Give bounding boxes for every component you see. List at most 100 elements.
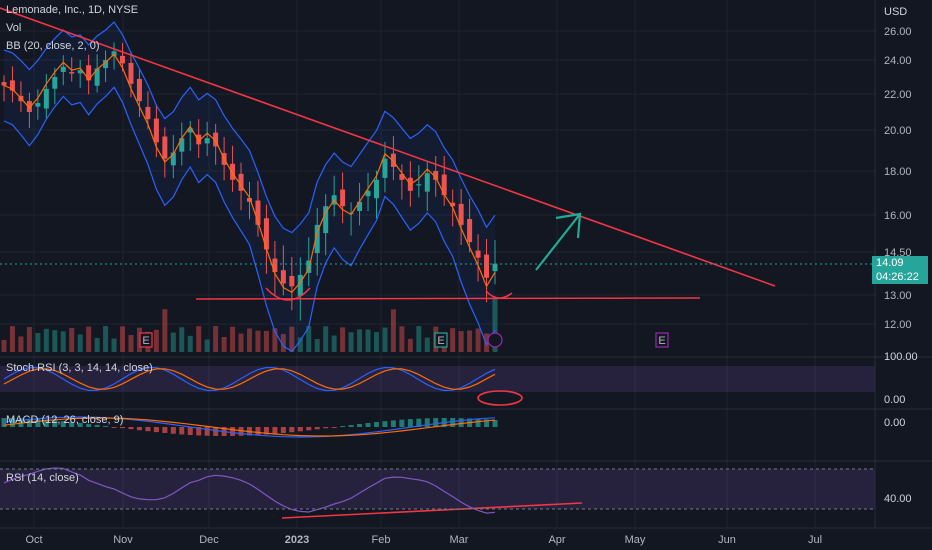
volume-bar — [390, 309, 396, 352]
time-tick: 2023 — [285, 534, 309, 546]
macd-histogram-bar — [357, 423, 363, 427]
time-tick: Jul — [808, 534, 822, 546]
candle-body — [373, 179, 379, 199]
macd-histogram-bar — [43, 419, 49, 427]
macd-histogram-bar — [306, 427, 312, 431]
macd-histogram-bar — [170, 427, 176, 434]
support-arc-left — [265, 287, 311, 301]
candle-body — [196, 134, 202, 145]
candle-body — [103, 60, 109, 69]
volume-bar — [170, 332, 176, 352]
macd-histogram-bar — [399, 419, 405, 427]
price-tick: 20.00 — [884, 125, 912, 137]
candle-body — [230, 163, 236, 180]
candle-body — [247, 198, 252, 202]
volume-bar — [331, 335, 337, 352]
candle-body — [492, 263, 498, 272]
stoch-tick-100: 100.00 — [884, 351, 918, 363]
bb-lower-line — [3, 86, 496, 353]
last-price-tag: 14.09 04:26:22 — [872, 256, 928, 284]
candle-body — [280, 270, 286, 284]
macd-histogram-bar — [162, 427, 168, 433]
volume-bar — [467, 330, 473, 352]
stoch-oversold-circle — [477, 390, 523, 406]
price-tick: 13.00 — [884, 290, 912, 302]
rsi-line — [3, 467, 496, 514]
bar-countdown: 04:26:22 — [876, 271, 919, 283]
price-axis: 26.0024.0022.0020.0018.0016.0014.5013.00… — [884, 26, 912, 331]
macd-pane — [1, 416, 498, 438]
macd-histogram-bar — [103, 425, 109, 427]
earnings-marker-label: E — [437, 335, 444, 347]
macd-histogram-bar — [230, 427, 236, 436]
macd-histogram-bar — [128, 427, 134, 430]
candle-body — [416, 184, 422, 186]
candle-body — [255, 200, 261, 225]
bb-lines — [3, 21, 496, 353]
candle-body — [323, 206, 329, 234]
candle-body — [145, 106, 151, 120]
rsi-pane — [0, 467, 875, 514]
bb-basis-line — [3, 53, 496, 294]
macd-histogram-bar — [179, 427, 185, 435]
volume-bar — [69, 327, 75, 352]
macd-histogram-bar — [52, 420, 58, 427]
volume-bar — [484, 333, 490, 352]
volume-bar — [196, 326, 202, 352]
bb-upper-line — [3, 21, 496, 234]
macd-histogram-bar — [111, 427, 117, 428]
volume-bar — [213, 326, 219, 352]
volume-bar — [179, 327, 185, 352]
candle-body — [382, 158, 388, 178]
volume-bar — [475, 328, 481, 352]
price-tick: 12.00 — [884, 319, 912, 331]
macd-histogram-bar — [416, 418, 422, 427]
rsi-band — [0, 469, 875, 509]
macd-line — [3, 416, 496, 438]
earnings-marker-icon — [434, 332, 448, 348]
macd-histogram-bar — [1, 417, 7, 427]
volume-bar — [204, 339, 210, 352]
volume-bar — [492, 298, 498, 352]
macd-histogram-bar — [69, 421, 75, 427]
candle-body — [475, 250, 481, 258]
support-line — [195, 297, 701, 300]
rsi-divergence-line — [281, 502, 583, 519]
volume-bar — [297, 337, 303, 352]
candle-body — [297, 274, 303, 296]
price-tick: 22.00 — [884, 89, 912, 101]
volume-bar — [458, 331, 464, 352]
volume-bar — [357, 329, 363, 352]
macd-histogram-bar — [238, 427, 244, 436]
volume-bar — [77, 334, 83, 352]
earnings-marker-label: E — [658, 335, 665, 347]
macd-histogram-bar — [348, 425, 354, 427]
macd-histogram-bar — [187, 427, 193, 435]
candle-body — [26, 101, 32, 112]
volume-bar — [399, 326, 405, 352]
candle-body — [433, 171, 439, 180]
candle-body — [77, 70, 83, 74]
volume-bar — [407, 338, 413, 352]
macd-histogram-bar — [340, 426, 346, 428]
macd-histogram-bar — [35, 419, 41, 427]
candle-body — [458, 203, 464, 225]
macd-histogram-bar — [433, 418, 439, 427]
macd-histogram-bar — [484, 419, 490, 427]
candle-body — [187, 128, 193, 133]
volume-bar — [382, 327, 388, 352]
volume-bar — [373, 332, 379, 352]
macd-histogram-bar — [213, 427, 219, 436]
macd-histogram-bar — [204, 427, 210, 436]
macd-signal-line — [3, 417, 496, 437]
volume-bar — [1, 340, 7, 352]
macd-histogram-bar — [153, 427, 159, 433]
volume-bar — [60, 331, 66, 352]
downtrend-line — [0, 7, 776, 287]
candle-body — [52, 77, 58, 89]
up-arrow-shaft — [535, 213, 581, 271]
volume-bar — [52, 330, 58, 352]
volume-bars — [1, 298, 498, 352]
